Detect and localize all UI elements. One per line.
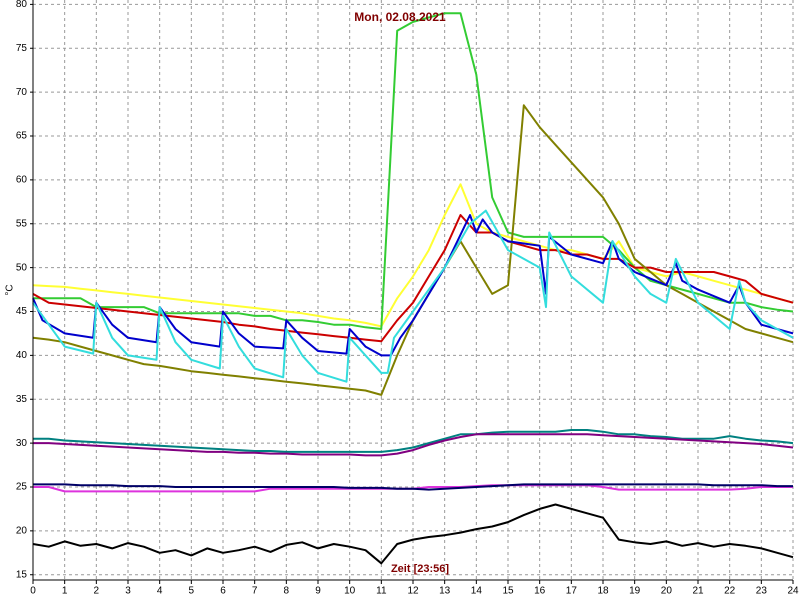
y-tick-label: 65 <box>16 131 28 142</box>
x-tick-label: 6 <box>220 586 226 597</box>
y-tick-label: 75 <box>16 43 28 54</box>
series-line <box>32 503 794 565</box>
x-tick-label: 4 <box>157 586 163 597</box>
y-tick-label: 60 <box>16 175 28 186</box>
x-tick-label: 10 <box>344 586 356 597</box>
series-line <box>33 429 794 453</box>
chart-title: Mon, 02.08.2021 <box>354 10 446 24</box>
x-tick-label: 21 <box>692 586 704 597</box>
x-tick-label: 22 <box>724 586 736 597</box>
y-tick-label: 20 <box>16 526 28 537</box>
series-line <box>33 483 793 491</box>
x-tick-label: 17 <box>566 586 578 597</box>
y-tick-label: 15 <box>16 569 28 580</box>
x-tick-label: 14 <box>471 586 483 597</box>
x-tick-label: 3 <box>125 586 131 597</box>
x-tick-label: 8 <box>284 586 290 597</box>
x-tick-label: 24 <box>787 586 799 597</box>
plot-lines <box>32 12 794 565</box>
y-tick-label: 80 <box>16 0 28 10</box>
y-tick-label: 55 <box>16 218 28 229</box>
series-line <box>32 209 794 383</box>
x-tick-label: 11 <box>376 586 387 597</box>
x-tick-label: 18 <box>597 586 609 597</box>
x-tick-label: 13 <box>439 586 451 597</box>
x-tick-label: 15 <box>502 586 514 597</box>
x-tick-label: 19 <box>629 586 641 597</box>
y-tick-label: 45 <box>16 306 28 317</box>
x-tick-label: 20 <box>661 586 673 597</box>
series-line <box>32 183 794 328</box>
x-axis-label: Zeit [23:56] <box>391 563 449 575</box>
x-tick-label: 2 <box>94 586 100 597</box>
x-tick-label: 5 <box>189 586 195 597</box>
x-tick-label: 16 <box>534 586 546 597</box>
x-tick-label: 0 <box>30 586 36 597</box>
y-tick-label: 40 <box>16 350 28 361</box>
y-tick-label: 70 <box>16 87 28 98</box>
x-tick-label: 12 <box>407 586 419 597</box>
y-axis-label: °C <box>5 284 16 295</box>
x-tick-label: 9 <box>315 586 321 597</box>
x-tick-label: 23 <box>756 586 768 597</box>
x-tick-label: 7 <box>252 586 258 597</box>
x-tick-label: 1 <box>62 586 68 597</box>
series-line <box>33 433 794 457</box>
y-tick-label: 50 <box>16 262 28 273</box>
y-tick-label: 30 <box>16 438 28 449</box>
y-tick-label: 25 <box>16 482 28 493</box>
y-tick-label: 35 <box>16 394 28 405</box>
